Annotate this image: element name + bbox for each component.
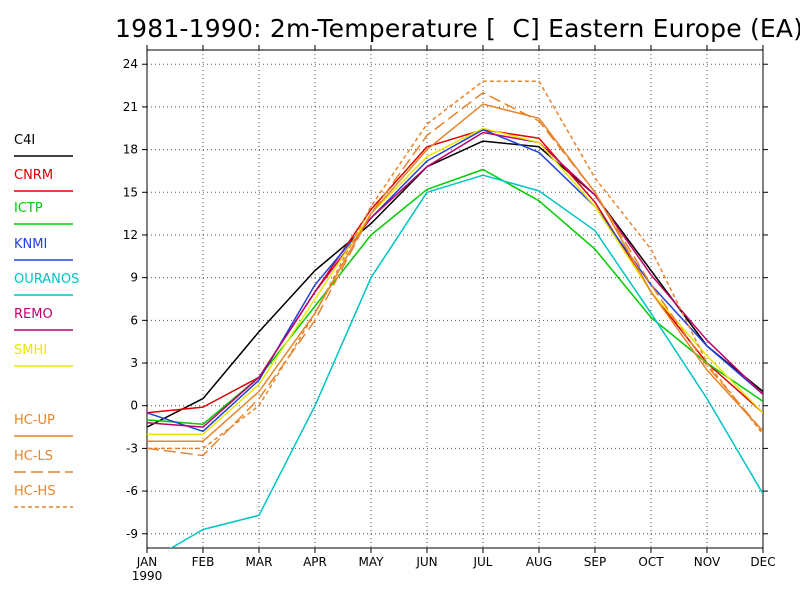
y-tick-label: 0 (130, 399, 138, 413)
y-tick-label: 9 (130, 271, 138, 285)
x-tick-label: OCT (638, 555, 664, 569)
x-tick-label: MAY (359, 555, 385, 569)
y-tick-label: 21 (123, 100, 138, 114)
legend-label-ouranos: OURANOS (14, 272, 79, 287)
series-line-knmi (147, 128, 763, 433)
legend-label-smhi: SMHI (14, 343, 47, 358)
y-tick-label: 12 (123, 228, 138, 242)
x-tick-label: NOV (694, 555, 721, 569)
legend-label-hc-hs: HC-HS (14, 484, 56, 499)
chart-title: 1981-1990: 2m-Temperature [ C] Eastern E… (115, 14, 800, 43)
x-tick-label: JUN (415, 555, 437, 569)
plot-frame (146, 49, 764, 549)
y-tick-label: -3 (126, 441, 138, 455)
x-tick-label: FEB (192, 555, 215, 569)
series-line-cnrm (147, 128, 763, 414)
series-line-hc-ls (147, 91, 763, 457)
x-tick-label: APR (303, 555, 327, 569)
legend-label-ictp: ICTP (14, 201, 43, 216)
y-tick-label: -6 (126, 484, 138, 498)
series-line-c4i (147, 140, 763, 428)
series-line-smhi (147, 127, 763, 435)
series-line-hc-hs (147, 80, 763, 450)
legend-label-cnrm: CNRM (14, 168, 53, 183)
y-tick-label: -9 (126, 527, 138, 541)
legend-label-remo: REMO (14, 307, 53, 322)
series-line-hc-up (147, 103, 763, 443)
series-line-remo (147, 131, 763, 428)
x-tick-label: DEC (750, 555, 775, 569)
legend-label-c4i: C4I (14, 133, 35, 148)
series-line-ouranos (169, 174, 763, 548)
x-tick-label: JUL (472, 555, 492, 569)
x-tick-label: AUG (526, 555, 552, 569)
legend-label-hc-up: HC-UP (14, 413, 55, 428)
y-tick-label: 15 (123, 185, 138, 199)
y-tick-label: 3 (130, 356, 138, 370)
x-tick-sublabel: 1990 (132, 569, 163, 583)
legend-label-knmi: KNMI (14, 237, 47, 252)
y-tick-label: 24 (123, 57, 138, 71)
y-tick-label: 6 (130, 313, 138, 327)
x-tick-label: JAN (136, 555, 158, 569)
x-tick-label: SEP (584, 555, 606, 569)
legend-label-hc-ls: HC-LS (14, 449, 53, 464)
y-tick-label: 18 (123, 143, 138, 157)
x-tick-label: MAR (246, 555, 273, 569)
